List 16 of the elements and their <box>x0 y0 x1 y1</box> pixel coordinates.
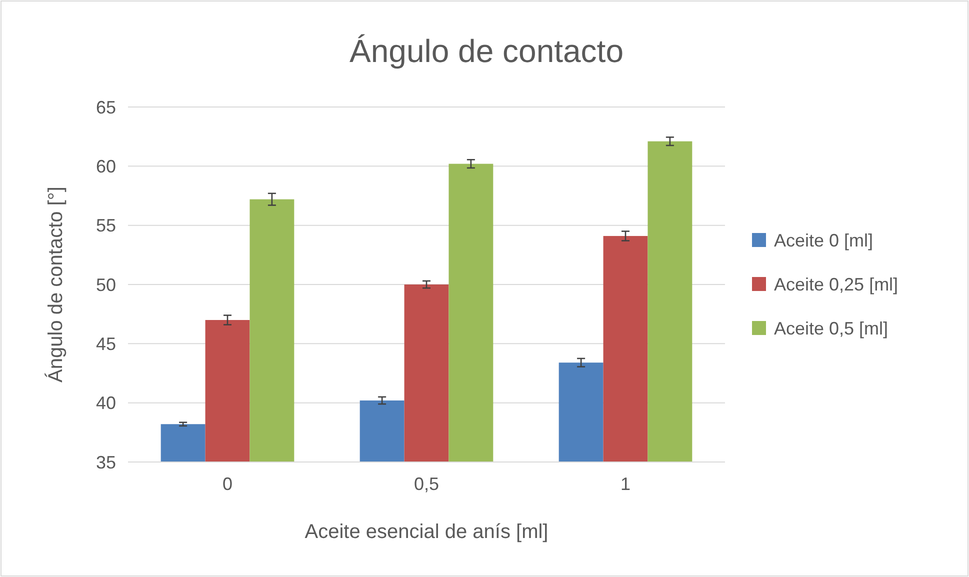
x-tick-label: 0,5 <box>414 474 440 494</box>
legend-label: Aceite 0,5 [ml] <box>774 318 888 338</box>
y-tick-label: 50 <box>96 274 116 295</box>
y-tick-label: 60 <box>96 156 116 176</box>
y-tick-label: 55 <box>96 216 116 236</box>
x-tick-label: 0 <box>222 474 233 494</box>
legend-label: Aceite 0,25 [ml] <box>774 274 898 294</box>
y-tick-label: 35 <box>96 452 116 472</box>
y-axis-title: Ángulo de contacto [°] <box>44 186 67 382</box>
chart-title: Ángulo de contacto <box>350 33 624 69</box>
x-tick-label: 1 <box>620 474 631 494</box>
y-tick-label: 65 <box>96 97 116 118</box>
legend-label: Aceite 0 [ml] <box>774 230 874 250</box>
y-tick-label: 40 <box>96 393 116 414</box>
x-axis-title: Aceite esencial de anís [ml] <box>304 521 548 543</box>
y-tick-label: 45 <box>96 334 116 354</box>
